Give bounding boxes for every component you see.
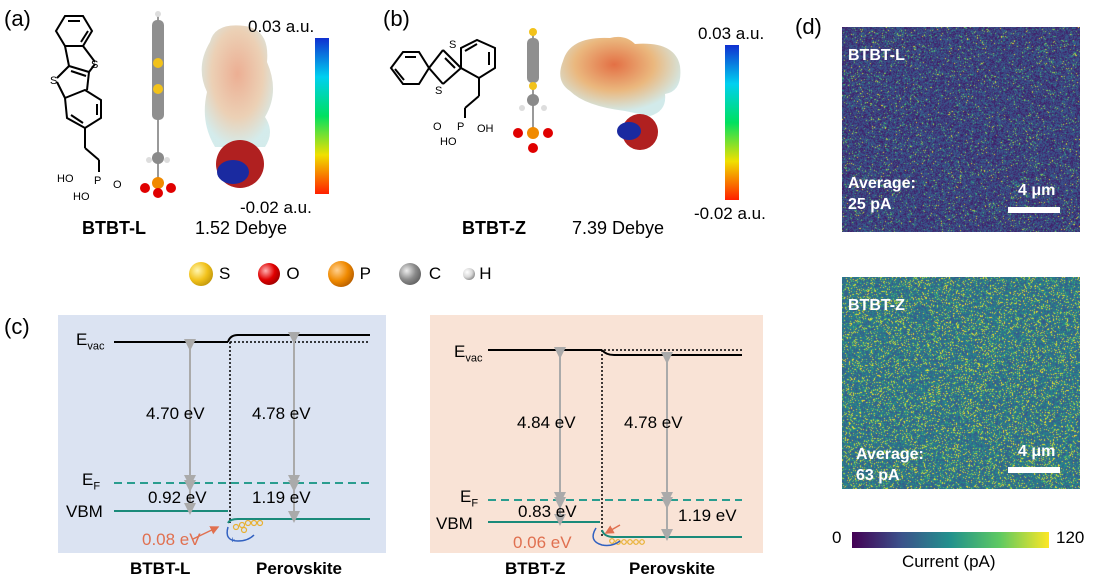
x-label-perovskite-z: Perovskite [629, 559, 715, 578]
atom-c-icon [398, 263, 421, 285]
ef-label-l: EF [82, 470, 101, 493]
colorbar-b-min: -0.02 a.u. [694, 204, 766, 223]
wf-value-btbt-z: 4.84 eV [517, 413, 576, 432]
wf-value-perovskite-l: 4.78 eV [252, 404, 311, 423]
evac-line-perovskite-l [227, 334, 370, 343]
map-avg-label-btbt-l: Average: [848, 175, 916, 192]
hole-transfer-arrow-l [226, 526, 255, 542]
scale-bar-btbt-z [1008, 467, 1060, 473]
legend-label-p: P [359, 264, 371, 283]
btbt-l-p: P [94, 175, 101, 187]
offset-arrow-l [192, 526, 220, 540]
panel-label-b: (b) [383, 6, 410, 31]
vbm-label-z: VBM [436, 514, 473, 533]
btbt-z-esp-surface [560, 36, 681, 150]
cafm-map-btbt-z-image [842, 277, 1080, 489]
panel-label-a: (a) [4, 6, 31, 31]
x-label-btbt-l: BTBT-L [130, 559, 191, 578]
gap-value-perovskite-l: 1.19 eV [252, 488, 311, 507]
legend-label-h: H [479, 264, 492, 283]
current-colorbar-max: 120 [1056, 528, 1085, 547]
energy-diagram-btbt-l-lines: + [114, 332, 370, 545]
panel-label-d: (d) [795, 14, 822, 39]
colorbar-b-max: 0.03 a.u. [698, 24, 765, 43]
current-colorbar-min: 0 [832, 528, 842, 547]
x-label-perovskite-l: Perovskite [256, 559, 342, 578]
atom-s-icon [189, 262, 213, 286]
energy-diagram-btbt-z-lines [488, 347, 742, 547]
colorbar-a-min: -0.02 a.u. [240, 198, 312, 217]
map-title-btbt-l: BTBT-L [848, 47, 905, 64]
btbt-l-s1: S [91, 59, 98, 71]
map-avg-label-btbt-z: Average: [856, 446, 924, 463]
legend-label-c: C [428, 264, 442, 283]
legend-label-s: S [219, 264, 231, 283]
btbt-z-o: O [433, 121, 442, 133]
trap-states-l [232, 519, 264, 534]
btbt-z-side-model [513, 28, 553, 153]
dipole-btbt-z: 7.39 Debye [572, 218, 665, 238]
colorbar-a [315, 38, 329, 194]
colorbar-a-max: 0.03 a.u. [248, 17, 315, 36]
wf-value-perovskite-z: 4.78 eV [624, 413, 683, 432]
btbt-l-ho2: HO [73, 191, 90, 203]
cafm-map-btbt-l: BTBT-L Average: 25 pA 4 μm [842, 27, 1080, 232]
map-avg-value-btbt-l: 25 pA [848, 196, 892, 213]
map-avg-value-btbt-z: 63 pA [856, 467, 900, 484]
current-colorbar [852, 532, 1049, 548]
offset-value-l: 0.08 eV [142, 530, 201, 549]
dipole-btbt-l: 1.52 Debye [195, 218, 288, 238]
map-scale-label-btbt-z: 4 μm [1018, 443, 1056, 460]
panel-label-c: (c) [4, 314, 30, 339]
btbt-l-o: O [113, 179, 122, 191]
trap-states-z [609, 538, 645, 545]
element-legend: S O P C H [189, 261, 492, 287]
evac-label-l: Evac [76, 330, 105, 353]
btbt-z-s1: S [449, 39, 456, 51]
btbt-z-p: P [457, 121, 464, 133]
btbt-z-s2: S [435, 85, 442, 97]
energy-diagram-btbt-l [58, 315, 386, 553]
atom-o-icon [258, 263, 281, 285]
x-label-btbt-z: BTBT-Z [505, 559, 566, 578]
btbt-z-structure: S S O P OH HO [389, 38, 496, 148]
gap-value-btbt-l: 0.92 eV [148, 488, 207, 507]
vbm-label-l: VBM [66, 502, 103, 521]
atom-h-icon [463, 268, 476, 280]
gap-value-btbt-z: 0.83 eV [518, 502, 577, 521]
btbt-z-oh: OH [477, 123, 494, 135]
hole-transfer-arrow-z [592, 527, 621, 547]
cafm-map-btbt-l-image [842, 27, 1080, 232]
btbt-l-esp-surface [201, 25, 274, 188]
molecule-name-btbt-l: BTBT-L [82, 218, 146, 238]
btbt-l-ho1: HO [57, 173, 74, 185]
hole-symbol-l: + [230, 535, 235, 545]
atom-p-icon [327, 261, 354, 287]
btbt-l-side-model [140, 11, 176, 198]
btbt-l-s2: S [50, 75, 57, 87]
evac-label-z: Evac [454, 342, 483, 365]
ef-label-z: EF [460, 487, 479, 510]
btbt-l-structure: S S HO P O HO [50, 15, 122, 203]
offset-value-z: 0.06 eV [513, 533, 572, 552]
vbm-line-perovskite-z [601, 529, 742, 538]
scale-bar-btbt-l [1008, 207, 1060, 213]
cafm-map-btbt-z: BTBT-Z Average: 63 pA 4 μm [842, 277, 1080, 489]
map-scale-label-btbt-l: 4 μm [1018, 182, 1056, 199]
wf-value-btbt-l: 4.70 eV [146, 404, 205, 423]
vbm-line-perovskite-l [227, 518, 370, 524]
gap-value-perovskite-z: 1.19 eV [678, 506, 737, 525]
molecule-name-btbt-z: BTBT-Z [462, 218, 526, 238]
map-title-btbt-z: BTBT-Z [848, 297, 905, 314]
legend-label-o: O [286, 264, 300, 283]
colorbar-b [725, 45, 739, 200]
current-colorbar-label: Current (pA) [902, 552, 996, 571]
evac-line-perovskite-z [601, 349, 742, 356]
offset-arrow-z [604, 524, 621, 534]
btbt-z-ho: HO [440, 136, 457, 148]
